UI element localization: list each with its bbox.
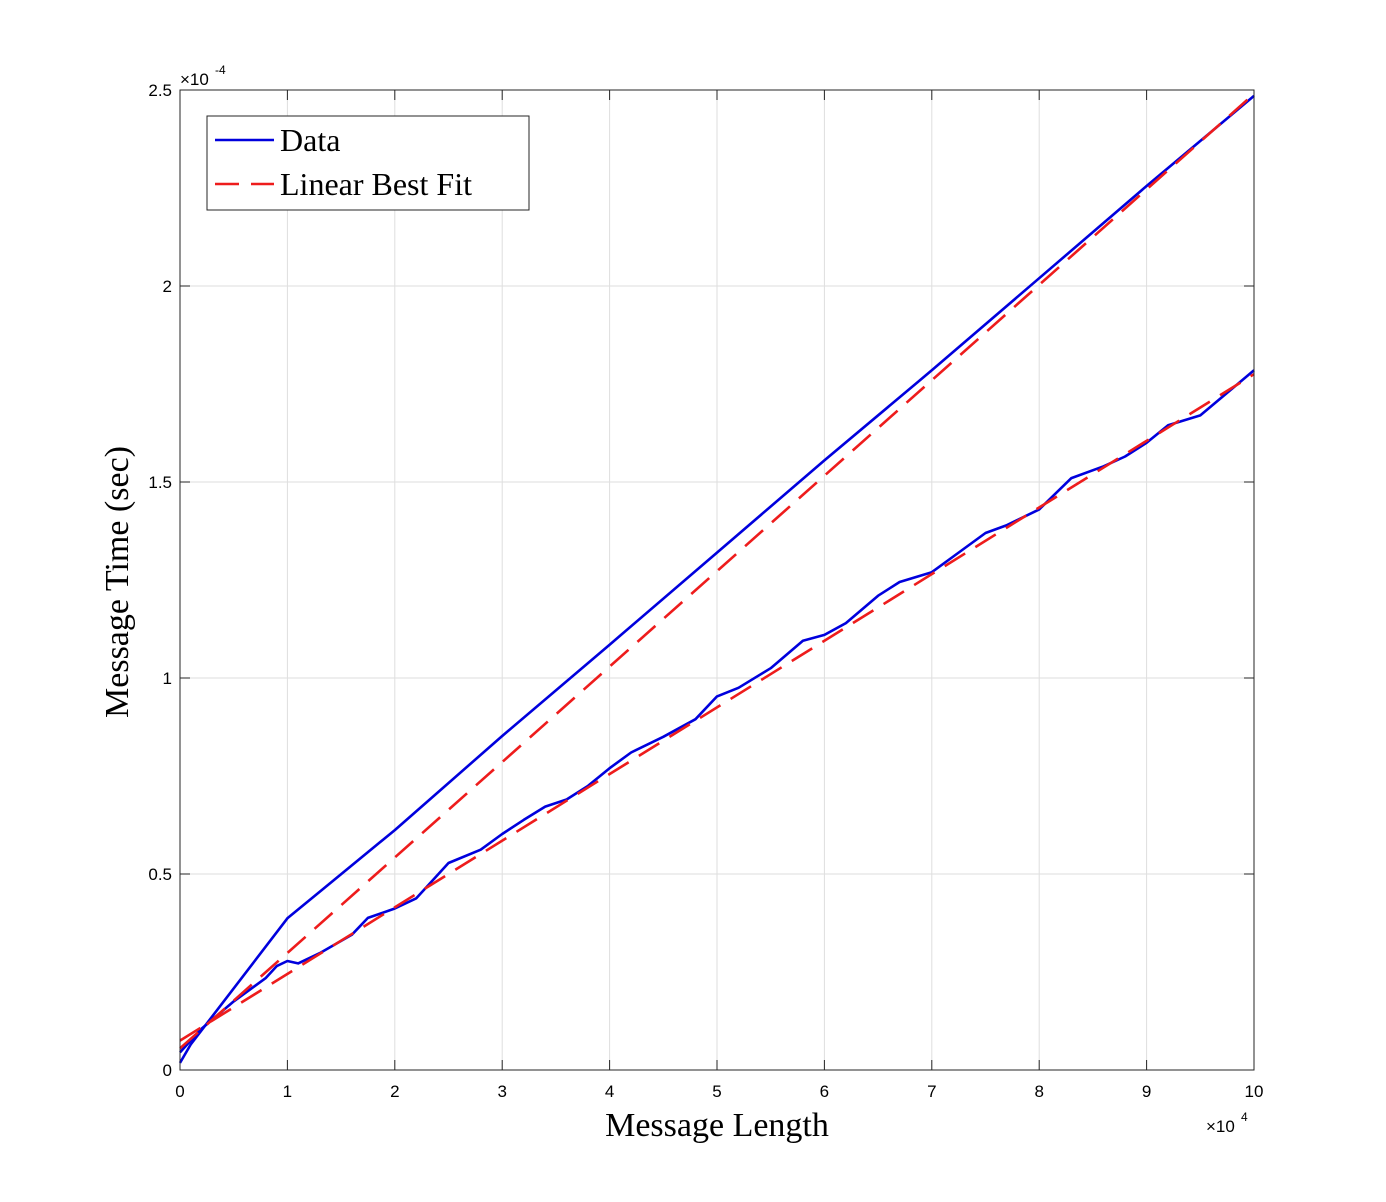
legend: Data Linear Best Fit bbox=[206, 115, 530, 211]
x-tick-label: 8 bbox=[1034, 1082, 1043, 1101]
x-tick-label: 10 bbox=[1245, 1082, 1264, 1101]
y-tick-label: 1 bbox=[163, 669, 172, 688]
y-tick-label: 2 bbox=[163, 277, 172, 296]
series-line-best-fit-3 bbox=[179, 373, 1255, 1042]
series-lines bbox=[178, 92, 1255, 1064]
y-tick-label: 2.5 bbox=[148, 81, 172, 100]
legend-box bbox=[206, 115, 530, 211]
series-line-data-0 bbox=[178, 94, 1255, 1064]
tick-labels: 0 1 2 3 4 5 6 7 8 9 10 0 0.5 1 1.5 2 2.5 bbox=[148, 81, 1263, 1101]
x-tick-label: 9 bbox=[1142, 1082, 1151, 1101]
y-axis-title: Message Time (sec) bbox=[99, 446, 136, 718]
x-tick-label: 6 bbox=[820, 1082, 829, 1101]
x-tick-label: 1 bbox=[283, 1082, 292, 1101]
y-multiplier-base: ×10 bbox=[180, 70, 209, 89]
y-multiplier-exponent: -4 bbox=[215, 63, 226, 77]
legend-label-best-fit: Linear Best Fit bbox=[280, 166, 472, 202]
x-tick-label: 3 bbox=[497, 1082, 506, 1101]
x-tick-label: 5 bbox=[712, 1082, 721, 1101]
y-tick-label: 0.5 bbox=[148, 865, 172, 884]
x-tick-label: 4 bbox=[605, 1082, 614, 1101]
x-tick-label: 7 bbox=[927, 1082, 936, 1101]
y-tick-label: 1.5 bbox=[148, 473, 172, 492]
x-axis-title: Message Length bbox=[605, 1107, 829, 1144]
x-multiplier-exponent: 4 bbox=[1241, 1110, 1248, 1124]
y-axis-multiplier: ×10 -4 bbox=[180, 63, 226, 89]
x-tick-label: 2 bbox=[390, 1082, 399, 1101]
x-multiplier-base: ×10 bbox=[1206, 1117, 1235, 1136]
x-tick-label: 0 bbox=[175, 1082, 184, 1101]
axis-ticks bbox=[179, 89, 1255, 1071]
legend-label-data: Data bbox=[280, 122, 340, 158]
y-tick-label: 0 bbox=[163, 1061, 172, 1080]
series-line-best-fit-2 bbox=[179, 92, 1255, 1050]
x-axis-multiplier: ×10 4 bbox=[1206, 1110, 1248, 1136]
grid-lines bbox=[179, 89, 1255, 1071]
